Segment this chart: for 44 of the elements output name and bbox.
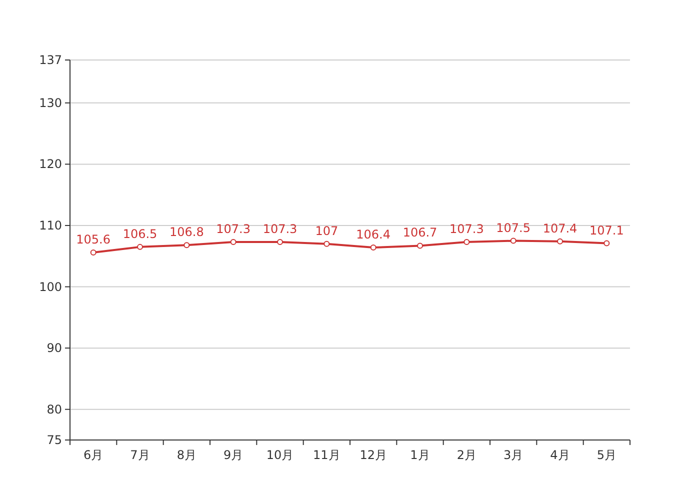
data-label: 107 (315, 224, 338, 238)
x-tick-label: 1月 (410, 448, 430, 462)
data-label: 107.3 (262, 222, 298, 236)
y-tick-label: 120 (39, 157, 62, 172)
y-tick-label: 80 (46, 402, 62, 416)
data-label: 107.5 (496, 220, 531, 235)
x-tick-label: 2月 (456, 448, 476, 462)
data-label: 105.6 (76, 232, 111, 246)
point (277, 239, 283, 246)
data-label: 106.8 (169, 225, 204, 240)
point (324, 240, 330, 247)
point (510, 238, 516, 244)
x-tick-label: 11月 (313, 448, 340, 462)
x-tick-label: 12月 (360, 448, 387, 462)
x-tick-label: 8月 (176, 448, 196, 462)
data-label: 107.3 (216, 222, 251, 236)
y-tick-label: 110 (39, 218, 62, 232)
data-label: 107.3 (449, 222, 484, 236)
point (370, 244, 376, 251)
data-label: 107.4 (542, 221, 578, 236)
point (90, 249, 96, 256)
x-tick-label: 6月 (84, 448, 104, 462)
point (557, 238, 563, 244)
point (137, 244, 143, 250)
y-tick-label: 75 (46, 433, 62, 447)
data-label: 106.7 (402, 226, 438, 240)
y-tick-label: 90 (46, 341, 62, 356)
data-label: 106.5 (122, 226, 158, 241)
x-tick-label: 9月 (224, 448, 244, 462)
y-tick-label: 100 (39, 280, 62, 294)
y-tick-label: 137 (39, 53, 62, 67)
y-tick-label: 130 (39, 96, 62, 110)
point (230, 239, 236, 246)
x-tick-label: 7月 (130, 448, 150, 462)
point (464, 239, 470, 246)
data-label: 107.1 (589, 223, 624, 238)
x-tick-label: 3月 (504, 448, 524, 462)
x-tick-label: 4月 (550, 448, 570, 462)
x-tick-label: 5月 (596, 448, 616, 462)
point (184, 242, 190, 248)
point (604, 240, 610, 246)
point (417, 242, 423, 249)
data-label: 106.4 (356, 228, 391, 242)
x-tick-label: 10月 (266, 448, 294, 462)
